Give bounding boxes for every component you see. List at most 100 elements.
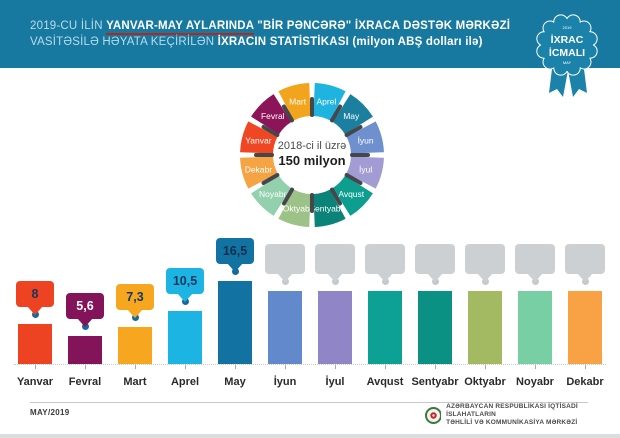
value-bubble-May: 16,5 (216, 238, 254, 272)
bar-column-Fevral: 5,6 Fevral (60, 222, 110, 388)
donut-segment-Oktyabr (278, 189, 311, 227)
bar-İyun (268, 291, 302, 364)
footer-divider (30, 402, 588, 403)
empty-bubble-Avqust (365, 244, 405, 282)
bar-Sentyabr (418, 291, 452, 364)
bubble-tail (177, 293, 193, 302)
donut-center-total-label: 150 milyon (278, 153, 345, 168)
donut-label-Dekabr: Dekabr (245, 164, 273, 174)
report-date: MAY/2019 (30, 408, 70, 417)
bar-column-İyun: İyun (260, 222, 310, 388)
donut-segment-Noyabr (251, 175, 292, 216)
bubble-tail (77, 318, 93, 327)
bubble-tail (277, 273, 293, 282)
axis-tick (335, 365, 336, 369)
month-label-Sentyabr: Sentyabr (411, 376, 459, 388)
month-label-Fevral: Fevral (68, 376, 102, 388)
org-name: AZƏRBAYCAN RESPUBLİKASI İQTİSADİ İSLAHAT… (446, 403, 620, 427)
donut-label-İyul: İyul (359, 164, 372, 174)
bubble-tail (127, 309, 143, 318)
axis-tick (385, 365, 386, 369)
bar-column-Sentyabr: Sentyabr (410, 222, 460, 388)
empty-bubble-Sentyabr (415, 244, 455, 282)
donut-segment-Mart (278, 83, 311, 121)
month-label-Avqust: Avqust (366, 376, 404, 388)
month-label-May: May (224, 376, 246, 388)
bar-May (218, 281, 252, 364)
title-line2-bold: İXRACIN STATİSTİKASI (milyon ABŞ dolları… (217, 36, 483, 48)
value-label-Aprel: 10,5 (172, 274, 198, 288)
axis-tick (135, 365, 136, 369)
bar-Avqust (368, 291, 402, 364)
axis-tick (585, 365, 586, 369)
donut-segment-İyul (346, 156, 384, 189)
donut-label-Avqust: Avqust (338, 189, 364, 199)
bubble-tail (577, 273, 593, 282)
donut-segment-Dekabr (240, 156, 278, 189)
donut-center-year-label: 2018-ci il üzrə (278, 140, 346, 152)
axis-tick (185, 365, 186, 369)
bar-Yanvar (18, 324, 52, 364)
empty-bubble-Noyabr (515, 244, 555, 282)
bar-column-May: 16,5 May (210, 222, 260, 388)
bar-column-Noyabr: Noyabr (510, 222, 560, 388)
donut-segment-Yanvar (240, 121, 278, 154)
donut-label-Aprel: Aprel (316, 96, 336, 106)
bar-chart: 8 Yanvar 5,6 Fevral 7,3 Mart 10,5 Aprel 16,5 May İ… (10, 222, 610, 388)
donut-label-Yanvar: Yanvar (245, 136, 271, 146)
title-line2-normal: VASİTƏSİLƏ HƏYATA KEÇİRİLƏN (30, 36, 218, 48)
month-label-İyul: İyul (325, 376, 345, 388)
donut-label-May: May (343, 111, 360, 121)
value-label-Yanvar: 8 (31, 287, 39, 301)
svg-text:MAY: MAY (563, 60, 572, 65)
bar-column-Avqust: Avqust (360, 222, 410, 388)
bar-Noyabr (518, 291, 552, 364)
empty-bubble-Oktyabr (465, 244, 505, 282)
donut-segment-İyun (346, 121, 384, 154)
bar-Mart (118, 327, 152, 364)
donut-segment-Sentyabr (313, 189, 346, 227)
axis-tick (235, 365, 236, 369)
value-bubble-Yanvar: 8 (16, 281, 54, 315)
value-label-Fevral: 5,6 (76, 299, 94, 313)
bottom-edge (0, 434, 620, 438)
bubble-tail (227, 263, 243, 272)
org-name-line1: AZƏRBAYCAN RESPUBLİKASI İQTİSADİ İSLAHAT… (446, 403, 578, 418)
month-label-Mart: Mart (123, 376, 147, 388)
axis-tick (435, 365, 436, 369)
value-label-May: 16,5 (222, 244, 248, 258)
title-line1-normal: 2019-CU İLİN (30, 20, 107, 32)
value-bubble-Fevral: 5,6 (66, 293, 104, 327)
chart-baseline (14, 364, 606, 365)
title-line-1: 2019-CU İLİN YANVAR-MAY AYLARINDA "BİR P… (30, 18, 510, 35)
donut-segment-Avqust (332, 175, 373, 216)
title-line-2: VASİTƏSİLƏ HƏYATA KEÇİRİLƏN İXRACIN STAT… (30, 34, 510, 50)
bar-column-Aprel: 10,5 Aprel (160, 222, 210, 388)
value-bubble-Mart: 7,3 (116, 284, 154, 318)
donut-segment-Fevral (251, 94, 292, 135)
month-label-Yanvar: Yanvar (16, 376, 54, 388)
empty-bubble-İyul (315, 244, 355, 282)
bar-Fevral (68, 336, 102, 364)
axis-tick (35, 365, 36, 369)
axis-tick (285, 365, 286, 369)
month-label-Noyabr: Noyabr (516, 376, 554, 388)
bar-İyul (318, 291, 352, 364)
axis-tick (485, 365, 486, 369)
month-label-Aprel: Aprel (170, 376, 200, 388)
donut-label-İyun: İyun (358, 136, 374, 146)
value-bubble-Aprel: 10,5 (166, 268, 204, 302)
axis-tick (535, 365, 536, 369)
bar-column-İyul: İyul (310, 222, 360, 388)
org-block: AZƏRBAYCAN RESPUBLİKASI İQTİSADİ İSLAHAT… (425, 403, 620, 427)
month-label-İyun: İyun (273, 376, 297, 388)
bubble-tail (527, 273, 543, 282)
bar-Aprel (168, 311, 202, 364)
value-label-Mart: 7,3 (126, 290, 144, 304)
donut-label-Oktyabr: Oktyabr (283, 204, 313, 214)
month-label-Dekabr: Dekabr (566, 376, 604, 388)
bar-Dekabr (568, 291, 602, 364)
